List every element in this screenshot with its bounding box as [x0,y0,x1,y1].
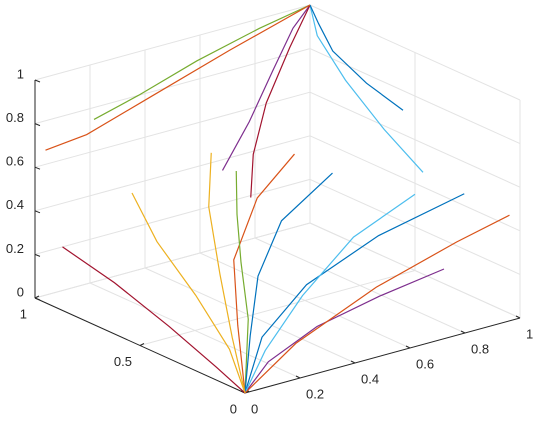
trajectory [309,4,404,111]
z-tick [34,79,41,83]
trajectory [131,192,246,394]
trajectory [208,152,246,394]
x-tick [405,345,411,349]
x-tick-label: 0.8 [471,341,489,356]
x-tick-label: 0 [251,401,258,416]
z-tick-label: 0 [17,284,24,299]
grid-line [34,222,311,299]
trajectory [250,4,311,198]
y-tick-label: 0.5 [114,354,132,369]
grid-line [309,178,521,275]
trajectory [244,193,416,394]
trajectory [233,153,295,394]
trajectory [244,214,510,394]
z-tick-label: 1 [17,66,24,81]
trajectory [244,172,333,394]
y-tick [139,343,145,346]
trajectory [235,170,249,394]
trajectory [45,4,311,151]
y-tick-label: 0 [230,401,237,416]
z-tick-label: 0.8 [6,110,24,125]
grid-line [309,4,521,101]
x-tick [295,375,301,379]
z-tick-label: 0.6 [6,154,24,169]
grid-line [34,135,311,212]
grid-line [139,270,416,346]
y-tick [34,295,40,299]
z-tick [34,210,41,214]
trajectory [309,4,424,173]
trajectory [93,4,311,120]
trajectory [62,246,246,394]
x-tick [460,330,466,334]
y-tick-label: 1 [20,306,27,321]
x-tick-label: 0.2 [306,386,324,401]
x-tick [350,360,356,364]
grid-line [309,48,521,145]
z-tick-label: 0.4 [6,197,24,212]
grid-line [309,222,521,319]
grid-line [34,91,311,168]
x-tick-label: 0.4 [361,371,379,386]
x-tick-label: 0.6 [416,356,434,371]
grid-line [309,135,521,232]
z-tick-label: 0.2 [6,241,24,256]
x-tick-label: 1 [526,326,533,341]
grid-line [34,178,311,255]
grid-line [34,4,311,81]
trajectory [244,268,445,394]
z-tick [34,253,41,257]
x-tick [515,315,521,319]
trajectory [221,4,311,171]
grid-line [34,48,311,125]
grid-line [309,91,521,188]
z-tick [34,297,41,301]
x-axis [244,317,521,394]
z-tick [34,166,41,170]
z-tick [34,123,41,127]
trajectory [244,193,465,394]
